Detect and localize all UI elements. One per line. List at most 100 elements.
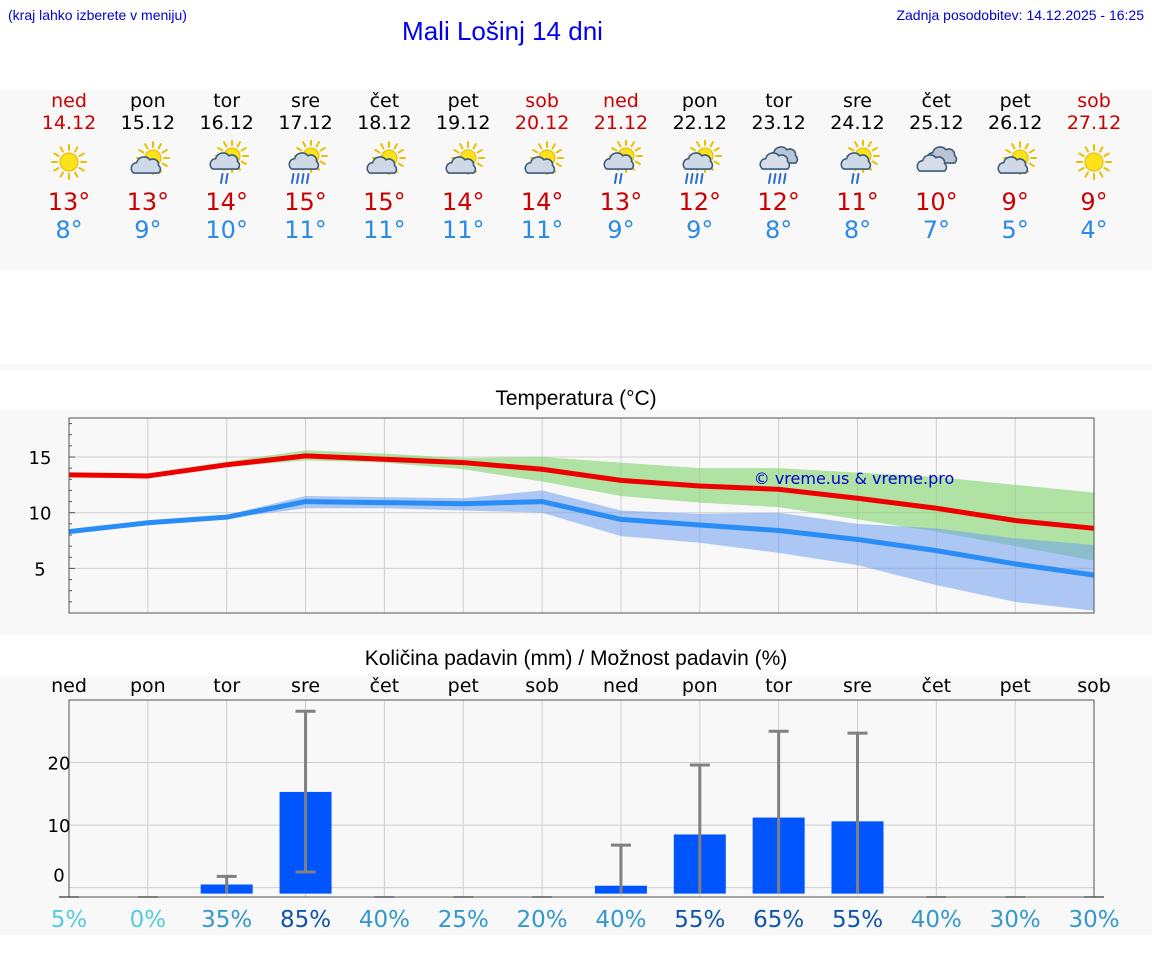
day-column: ned 21.12 13° 9° [581, 90, 661, 244]
day-column: pon 15.12 13° 9° [108, 90, 188, 244]
partly-cloudy-icon [445, 141, 486, 175]
precip-chance-label: 40% [359, 907, 410, 933]
partly-cloudy-icon [997, 141, 1038, 175]
min-temperature: 11° [363, 216, 406, 244]
min-temperature: 9° [686, 216, 714, 244]
min-temperature: 8° [55, 216, 83, 244]
day-label: čet [370, 675, 400, 697]
precip-chance-label: 25% [438, 907, 489, 933]
precip-chance-label: 65% [753, 907, 804, 933]
y-tick-label: 15 [29, 448, 52, 469]
day-label: sob [525, 675, 559, 697]
day-column: čet 25.12 10° 7° [896, 90, 976, 244]
sunny-icon [51, 144, 87, 180]
day-date: 27.12 [1066, 112, 1122, 134]
cloudy-rain-icon [759, 146, 798, 184]
day-name: pet [999, 90, 1031, 112]
day-name: sre [291, 90, 321, 112]
day-column: pet 26.12 9° 5° [975, 90, 1055, 244]
day-label: pet [1000, 675, 1031, 697]
sun-cloud-heavy-rain-icon [287, 140, 328, 184]
day-name: ned [603, 90, 639, 112]
max-temperature: 9° [1080, 188, 1108, 216]
min-temperature: 4° [1080, 216, 1108, 244]
y-tick-label: 20 [48, 754, 71, 775]
day-date: 26.12 [987, 112, 1043, 134]
max-temperature: 13° [126, 188, 170, 216]
min-temperature: 11° [520, 216, 564, 244]
day-label: pet [448, 675, 479, 697]
day-name: pet [447, 90, 479, 112]
plot-frame [68, 417, 1095, 614]
cloudy-icon [916, 146, 958, 172]
day-column: sob 20.12 14° 11° [502, 90, 582, 244]
day-name: pon [681, 90, 718, 112]
day-label: pon [130, 675, 166, 697]
day-date: 22.12 [672, 112, 727, 134]
max-temp-line [68, 453, 1095, 531]
precip-chance-label: 85% [280, 907, 331, 933]
day-column: čet 18.12 15° 11° [344, 90, 424, 244]
page-title: Mali Lošinj 14 dni [402, 16, 603, 46]
watermark-text: © vreme.us & vreme.pro [754, 469, 955, 488]
day-label: čet [922, 675, 952, 697]
error-bar [768, 729, 789, 894]
day-name: sob [525, 90, 559, 112]
day-column: pon 22.12 12° 9° [660, 90, 740, 244]
error-bar [689, 763, 710, 894]
day-column: sre 17.12 15° 11° [266, 90, 346, 244]
day-date: 25.12 [909, 112, 964, 134]
precipitation-chart: ned pon tor sre čet pet sob ned pon tor sre čet pet s… [48, 675, 1120, 933]
precip-chance-label: 0% [130, 907, 167, 933]
day-name: čet [369, 90, 400, 112]
error-bar [610, 843, 631, 894]
sunny-icon [1076, 144, 1113, 180]
day-label: sre [843, 675, 872, 697]
day-column: tor 16.12 14° 10° [187, 90, 267, 244]
precip-chance-label: 40% [595, 907, 646, 933]
precip-chart-title: Količina padavin (mm) / Možnost padavin … [364, 647, 788, 670]
day-date: 24.12 [830, 112, 885, 134]
day-date: 18.12 [357, 112, 412, 134]
day-date: 15.12 [120, 112, 176, 134]
precip-chance-label: 30% [990, 907, 1041, 933]
max-temperature: 15° [284, 188, 327, 216]
sun-cloud-rain-icon [839, 140, 880, 184]
min-temperature: 5° [1001, 216, 1029, 244]
partly-cloudy-icon [366, 141, 407, 175]
precip-chance-label: 20% [517, 907, 568, 933]
min-temperature: 9° [607, 216, 635, 244]
precip-chance-label: 55% [674, 907, 725, 933]
min-temperature: 11° [441, 216, 485, 244]
day-name: sre [843, 90, 872, 112]
min-temperature: 11° [284, 216, 327, 244]
max-temperature: 11° [836, 188, 879, 216]
precip-chance-label: 55% [832, 907, 883, 933]
day-date: 16.12 [199, 112, 254, 134]
precip-chance-label: 5% [51, 907, 88, 933]
max-temperature: 13° [47, 188, 91, 216]
day-date: 23.12 [751, 112, 806, 134]
error-bar [847, 731, 868, 894]
daily-forecast: ned 14.12 13° 8° pon 15.12 13° 9° tor 16.12 14° 10°… [0, 90, 1152, 270]
day-column: tor 23.12 12° 8° [739, 90, 819, 244]
plot-frame [68, 699, 1095, 898]
precip-chance-label: 40% [911, 907, 962, 933]
temp-chart-title: Temperatura (°C) [495, 387, 657, 410]
day-name: sob [1077, 90, 1111, 112]
max-temp-range-band [69, 450, 1095, 561]
day-date: 20.12 [514, 112, 570, 134]
day-name: ned [51, 90, 87, 112]
menu-hint: (kraj lahko izberete v meniju) [8, 7, 187, 23]
divider [0, 364, 1152, 370]
day-label: tor [765, 675, 792, 697]
precip-chance-label: 30% [1068, 907, 1119, 933]
day-name: tor [765, 90, 793, 112]
day-label: sob [1077, 675, 1111, 697]
max-temperature: 10° [915, 188, 958, 216]
temperature-chart: 5 10 15 © vreme.us & vreme.pro [29, 417, 1095, 614]
partly-cloudy-icon [130, 141, 170, 175]
error-bar [295, 709, 316, 874]
min-temp-range-band [69, 490, 1095, 611]
day-label: pon [682, 675, 718, 697]
